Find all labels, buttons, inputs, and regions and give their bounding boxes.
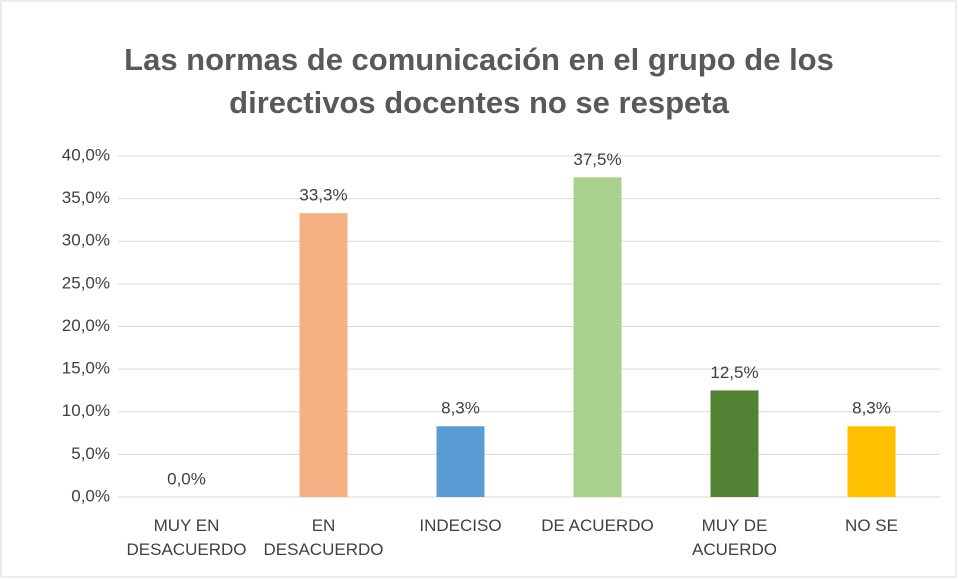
bar — [847, 426, 896, 497]
data-label: 8,3% — [852, 399, 891, 418]
y-tick-label: 25,0% — [62, 273, 110, 292]
data-label: 0,0% — [167, 469, 206, 488]
bar — [436, 426, 485, 497]
x-tick-label: INDECISO — [419, 516, 502, 535]
y-tick-label: 35,0% — [62, 188, 110, 207]
x-tick-label: DE ACUERDO — [541, 516, 654, 535]
y-tick-label: 20,0% — [62, 316, 110, 335]
data-label: 8,3% — [441, 399, 480, 418]
x-tick-label: MUY EN DESACUERDO — [126, 516, 247, 559]
x-tick-label: NO SE — [845, 516, 898, 535]
bar — [573, 177, 622, 497]
data-label: 33,3% — [299, 186, 347, 205]
data-label: 12,5% — [710, 363, 758, 382]
y-tick-label: 30,0% — [62, 231, 110, 250]
data-label: 37,5% — [573, 150, 621, 169]
y-tick-label: 40,0% — [62, 145, 110, 164]
y-tick-label: 15,0% — [62, 359, 110, 378]
bar — [299, 213, 348, 497]
bar — [710, 390, 759, 497]
y-tick-label: 0,0% — [71, 486, 110, 505]
y-tick-label: 5,0% — [71, 444, 110, 463]
x-tick-label: EN DESACUERDO — [263, 516, 384, 559]
x-tick-label: MUY DE ACUERDO — [691, 516, 777, 559]
y-tick-label: 10,0% — [62, 401, 110, 420]
chart-title: Las normas de comunicación en el grupo d… — [124, 42, 834, 120]
